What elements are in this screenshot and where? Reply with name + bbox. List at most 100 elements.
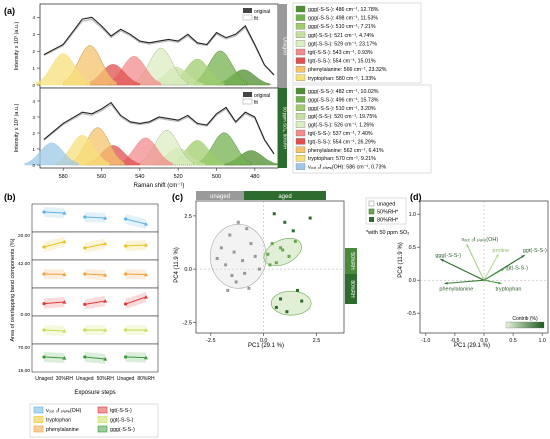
c-point-0-2 <box>245 227 249 231</box>
b-xtick-label-0: Unaged <box>35 376 53 382</box>
panel-a-top-plot: original fit <box>36 3 279 89</box>
a-top-original-line <box>43 16 275 76</box>
a-legend-top-items-label-5: tgt(-S-S-): 543 cm⁻¹, 0.93% <box>308 50 373 56</box>
b-point-5-3 <box>103 357 108 361</box>
panel-c-plot: -2.5 0.0 2.5 -2.5 0.0 2.5 <box>183 200 345 344</box>
b-point-1-3 <box>103 241 108 246</box>
a-legend-bottom-items-swatch-7 <box>295 146 306 153</box>
a-top-ytick-label-2: 2 <box>32 49 35 54</box>
a-legend-bottom-items-swatch-3 <box>295 113 306 120</box>
b-legend-label-3: ggt(-S-S-) <box>110 418 133 424</box>
d-label-tryptophan: tryptophan <box>495 287 521 293</box>
a-legend-bottom-items-label-3: ggt(-S-S-): 520 cm⁻¹, 19.75% <box>308 114 377 120</box>
b-line-0-2 <box>125 218 147 225</box>
c-point-2-8 <box>295 288 299 292</box>
d-ylabel: PC4 (11.9 %) <box>398 242 404 278</box>
c-ellipse-80 <box>270 290 312 316</box>
b-legend-swatch-2 <box>33 416 44 423</box>
c-point-0-8 <box>253 254 257 258</box>
c-point-1-5 <box>293 239 297 243</box>
b-legend-swatch-1 <box>97 406 108 414</box>
b-line-1-0 <box>43 241 65 248</box>
a-legend-bottom-items-label-5: tgt(-S-S-): 537 cm⁻¹, 7.40% <box>308 131 373 137</box>
b-point-3-0 <box>42 302 46 306</box>
a-bot-ytick-label-2: 2 <box>32 131 35 136</box>
c-point-1-0 <box>270 242 274 246</box>
a-xlabel: Raman shift (cm⁻¹) <box>134 183 185 189</box>
d-vector-phenylalanine <box>444 279 485 285</box>
b-legend-swatch-0 <box>33 406 44 414</box>
c-point-2-0 <box>272 212 276 216</box>
b-point-3-1 <box>62 300 67 304</box>
b-xtick-label-1: 30%RH <box>56 376 74 382</box>
c-point-0-13 <box>257 267 261 271</box>
a-legend-bottom-items-swatch-2 <box>295 104 306 111</box>
b-xlabel: Exposure steps <box>74 390 115 396</box>
a-bottom-side-bar <box>278 88 287 168</box>
c-point-2-6 <box>285 310 289 314</box>
d-arrowhead-phenylalanine <box>444 281 448 285</box>
b-line-5-0 <box>43 356 65 359</box>
c-side-50-label: 50%RH <box>349 252 355 270</box>
c-point-2-3 <box>279 297 283 301</box>
a-legend-top-items-swatch-6 <box>295 57 306 64</box>
a-top-ytick-label-1: 1 <box>32 66 35 71</box>
b-point-5-2 <box>83 355 87 359</box>
c-unaged-bar-label: unaged <box>210 194 230 200</box>
d-arrowhead-proline <box>495 253 499 258</box>
panel-b-label: (b) <box>4 192 16 202</box>
b-point-3-4 <box>124 302 128 306</box>
d-xlabel: PC1 (29.1 %) <box>454 343 490 349</box>
b-point-2-3 <box>103 273 108 277</box>
b-line-5-1 <box>84 356 106 360</box>
a-legend-top-items-label-8: tryptophan: 580 cm⁻¹, 1.33% <box>308 76 376 82</box>
panel-d-plot: νₒᵤₜ ₒf ₚₗₐₙₑ(OH) ggg(-S-S-) phenylalanine… <box>407 200 549 344</box>
d-label-tgt: tgt(-S-S-) <box>505 265 528 271</box>
c-side-80 <box>345 274 357 304</box>
c-point-0-3 <box>219 246 223 250</box>
b-line-4-0 <box>43 329 65 332</box>
b-point-4-1 <box>62 329 67 333</box>
b-line-2-2 <box>125 273 147 276</box>
d-colorbar-label: Contrib (%) <box>512 316 538 322</box>
b-point-1-5 <box>144 243 148 247</box>
c-point-0-11 <box>243 271 247 275</box>
c-point-2-7 <box>274 305 278 309</box>
b-point-1-0 <box>42 245 46 249</box>
a-legend-top-items-label-4: ggt(-S-S-): 529 cm⁻¹, 23.17% <box>308 41 377 47</box>
c-legend-80: 80%RH* <box>377 218 399 224</box>
a-bot-ytick-label-1: 1 <box>32 147 35 152</box>
b-row-top-label-5: 70.00 <box>18 345 30 351</box>
d-arrowhead-tgt <box>500 268 505 272</box>
panel-c-label: (c) <box>172 192 183 202</box>
d-label-phenylalanine: phenylalanine <box>439 287 473 293</box>
a-legend-bottom-items-label-2: ggg(-S-S-): 510 cm⁻¹, 3.20% <box>308 106 376 112</box>
d-label-ggt: ggt(-S-S-) <box>523 248 547 254</box>
c-point-1-2 <box>266 252 270 256</box>
c-ylabel: PC4 (11.9 %) <box>174 247 180 283</box>
c-point-2-1 <box>283 220 287 224</box>
panel-d-label: (d) <box>410 192 422 202</box>
b-row-top-label-2: 42.00 <box>18 261 30 267</box>
b-legend-swatch-4 <box>33 425 44 433</box>
b-point-5-5 <box>144 355 148 360</box>
b-legend-label-0: νₒᵤₜ ₒf ₚₗₐₙₑ(OH) <box>46 408 82 414</box>
b-xtick-label-3: 50%RH <box>97 376 115 382</box>
b-line-3-2 <box>125 296 147 305</box>
c-point-0-1 <box>228 233 232 237</box>
b-point-2-5 <box>144 272 148 277</box>
a-bottom-fit-line <box>43 103 275 155</box>
a-legend-top-items-label-2: ggg(-S-S-): 510 cm⁻¹, 7.21% <box>308 24 376 30</box>
legend-fit-swatch-2 <box>242 98 253 105</box>
d-label-ggg: ggg(-S-S-) <box>435 253 461 259</box>
c-point-0-0 <box>236 220 240 224</box>
panel-a-label: (a) <box>4 6 15 16</box>
b-line-0-0 <box>43 211 65 214</box>
d-colorbar-gradient <box>505 321 545 329</box>
b-point-5-1 <box>62 356 67 360</box>
a-top-ytick-label-3: 3 <box>32 32 35 37</box>
b-point-0-5 <box>144 222 148 226</box>
b-point-4-5 <box>144 328 148 332</box>
b-point-0-0 <box>42 210 46 214</box>
